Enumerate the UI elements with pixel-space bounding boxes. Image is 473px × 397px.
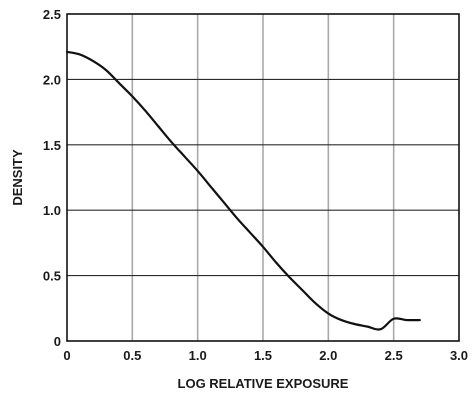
axes	[66, 13, 460, 342]
series-line	[65, 50, 421, 331]
grid	[67, 14, 459, 341]
series-layer	[65, 50, 421, 331]
x-tick-label: 2.5	[385, 348, 403, 363]
y-tick-label: 0.5	[43, 269, 61, 284]
y-tick-label: 1.0	[43, 203, 61, 218]
y-tick-labels: 0 0.5 1.0 1.5 2.0 2.5	[43, 7, 61, 349]
y-tick-label: 0	[54, 334, 61, 349]
y-tick-label: 2.0	[43, 72, 61, 87]
x-tick-label: 1.0	[189, 348, 207, 363]
x-tick-label: 0	[63, 348, 70, 363]
x-axis-title: LOG RELATIVE EXPOSURE	[178, 376, 349, 391]
x-tick-label: 1.5	[254, 348, 272, 363]
y-axis-title: DENSITY	[10, 149, 25, 206]
y-tick-label: 1.5	[43, 138, 61, 153]
x-tick-label: 0.5	[123, 348, 141, 363]
y-tick-label: 2.5	[43, 7, 61, 22]
plot-frame	[66, 13, 460, 342]
x-tick-label: 2.0	[319, 348, 337, 363]
x-tick-labels: 0 0.5 1.0 1.5 2.0 2.5 3.0	[63, 348, 468, 363]
x-tick-label: 3.0	[450, 348, 468, 363]
